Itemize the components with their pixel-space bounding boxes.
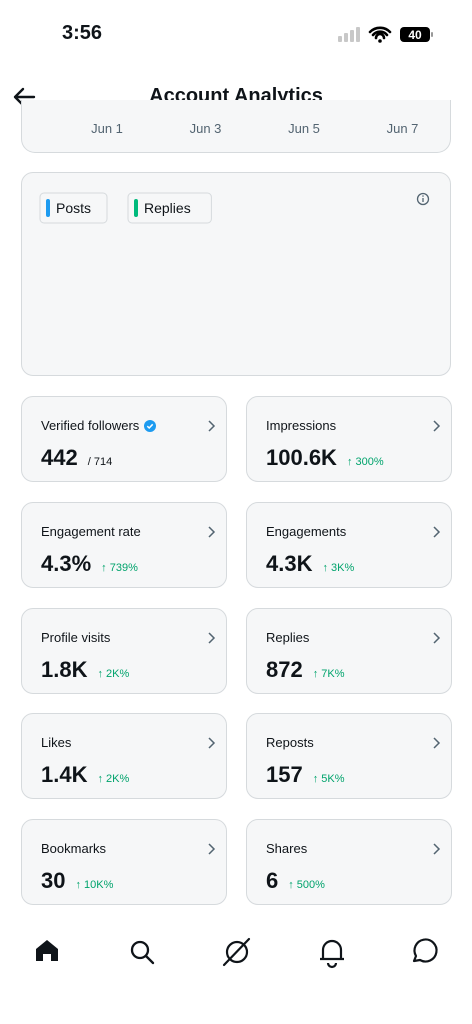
metric-card[interactable]: Likes 1.4K ↑ 2K% <box>21 713 227 800</box>
chevron <box>208 843 216 855</box>
metric-label-row: Likes <box>41 735 71 750</box>
metric-label-row: Profile visits <box>41 630 110 645</box>
back-button[interactable] <box>12 86 38 108</box>
legend-chip <box>127 192 212 224</box>
x-tick-label: Jun 3 <box>189 121 222 136</box>
battery-level: 40 <box>408 28 422 42</box>
metric-change: ↑ 500% <box>288 879 325 892</box>
metric-label-row: Impressions <box>266 418 336 433</box>
metric-label: Verified followers <box>41 418 140 433</box>
metric-change: ↑ 739% <box>101 561 138 574</box>
metric-change: ↑ 7K% <box>312 667 345 680</box>
metric-card[interactable]: Impressions 100.6K ↑ 300% <box>246 396 452 482</box>
nav-home[interactable] <box>36 940 58 961</box>
chevron <box>208 526 216 538</box>
metric-row: 4.3K ↑ 3K% <box>266 551 354 577</box>
metric-value: 4.3K <box>266 550 313 576</box>
metric-row: 442 / 714 <box>41 445 112 471</box>
chevron <box>433 420 441 432</box>
legend-swatch <box>46 199 50 217</box>
bottom-nav <box>36 937 438 969</box>
metric-value: 442 <box>41 445 78 470</box>
status-icons: 40 <box>338 26 433 43</box>
metric-label-row: Bookmarks <box>41 841 106 856</box>
metric-label: Profile visits <box>41 629 111 645</box>
legend-swatch <box>134 199 138 217</box>
metric-row: 4.3% ↑ 739% <box>41 551 138 577</box>
metric-label: Impressions <box>266 418 337 433</box>
metric-label: Engagement rate <box>41 523 141 539</box>
metric-card[interactable]: Engagements 4.3K ↑ 3K% <box>246 501 452 588</box>
metric-value: 157 <box>266 762 303 788</box>
verified-badge <box>144 419 157 432</box>
metric-card[interactable]: Reposts 157 ↑ 5K% <box>246 713 452 800</box>
previous-chart-card: Jun 1 Jun 3 Jun 5 Jun 7 <box>21 100 451 153</box>
metric-row: 157 ↑ 5K% <box>266 762 345 788</box>
metric-card[interactable]: Shares 6 ↑ 500% <box>246 819 452 906</box>
metric-row: 872 ↑ 7K% <box>266 657 345 683</box>
metric-label: Shares <box>266 841 308 857</box>
metric-label-row: Verified followers <box>41 418 157 433</box>
metric-label: Replies <box>266 629 310 645</box>
nav-grok[interactable] <box>222 937 251 967</box>
status-time: 3:56 <box>62 22 103 44</box>
metric-label-row: Engagement rate <box>41 524 141 539</box>
metric-value: 6 <box>266 868 279 894</box>
metric-label: Reposts <box>266 735 314 751</box>
nav-search[interactable] <box>130 940 155 965</box>
metric-label: Bookmarks <box>41 841 107 857</box>
metric-label-row: Reposts <box>266 735 314 750</box>
metric-value: 4.3% <box>41 550 92 576</box>
chevron <box>433 843 441 855</box>
metric-change: ↑ 10K% <box>75 879 114 892</box>
metric-label: Likes <box>41 735 72 751</box>
metric-label-row: Shares <box>266 841 307 856</box>
metric-change: ↑ 2K% <box>97 667 130 680</box>
metric-card[interactable]: Replies 872 ↑ 7K% <box>246 607 452 694</box>
metric-value: 100.6K <box>266 445 337 470</box>
chevron <box>208 737 216 749</box>
metric-label: Engagements <box>266 523 347 539</box>
metric-total: / 714 <box>87 456 113 468</box>
metric-row: 100.6K ↑ 300% <box>266 445 384 471</box>
x-tick-label: Jun 1 <box>91 121 123 136</box>
nav-messages[interactable] <box>412 938 438 963</box>
metric-row: 1.8K ↑ 2K% <box>41 657 129 683</box>
chevron <box>208 632 216 644</box>
legend-label: Posts <box>56 200 91 216</box>
legend-chip <box>39 192 108 224</box>
metric-card[interactable]: Profile visits 1.8K ↑ 2K% <box>21 607 227 694</box>
metric-value: 1.4K <box>41 762 88 788</box>
chevron <box>433 632 441 644</box>
nav-notifications[interactable] <box>320 939 344 969</box>
metric-change: ↑ 3K% <box>322 561 355 574</box>
metric-label-row: Engagements <box>266 524 346 539</box>
metric-label-row: Replies <box>266 630 309 645</box>
metric-row: 1.4K ↑ 2K% <box>41 762 129 788</box>
metric-card[interactable]: Bookmarks 30 ↑ 10K% <box>21 819 227 906</box>
metric-change: ↑ 5K% <box>312 773 345 786</box>
metric-row: 30 ↑ 10K% <box>41 868 113 894</box>
legend-label: Replies <box>144 200 191 216</box>
chevron <box>208 420 216 432</box>
chevron <box>433 737 441 749</box>
x-tick-label: Jun 5 <box>288 121 320 136</box>
metric-card[interactable]: Engagement rate 4.3% ↑ 739% <box>21 501 227 588</box>
metric-row: 6 ↑ 500% <box>266 868 325 894</box>
chevron <box>433 526 441 538</box>
x-tick-label: Jun 7 <box>386 121 419 136</box>
metric-change: ↑ 300% <box>346 456 384 468</box>
metric-change: ↑ 2K% <box>97 773 130 786</box>
metric-value: 1.8K <box>41 656 88 682</box>
metric-card[interactable]: Verified followers 442 / 714 <box>21 396 227 482</box>
metric-value: 872 <box>266 656 303 682</box>
metric-value: 30 <box>41 868 66 894</box>
